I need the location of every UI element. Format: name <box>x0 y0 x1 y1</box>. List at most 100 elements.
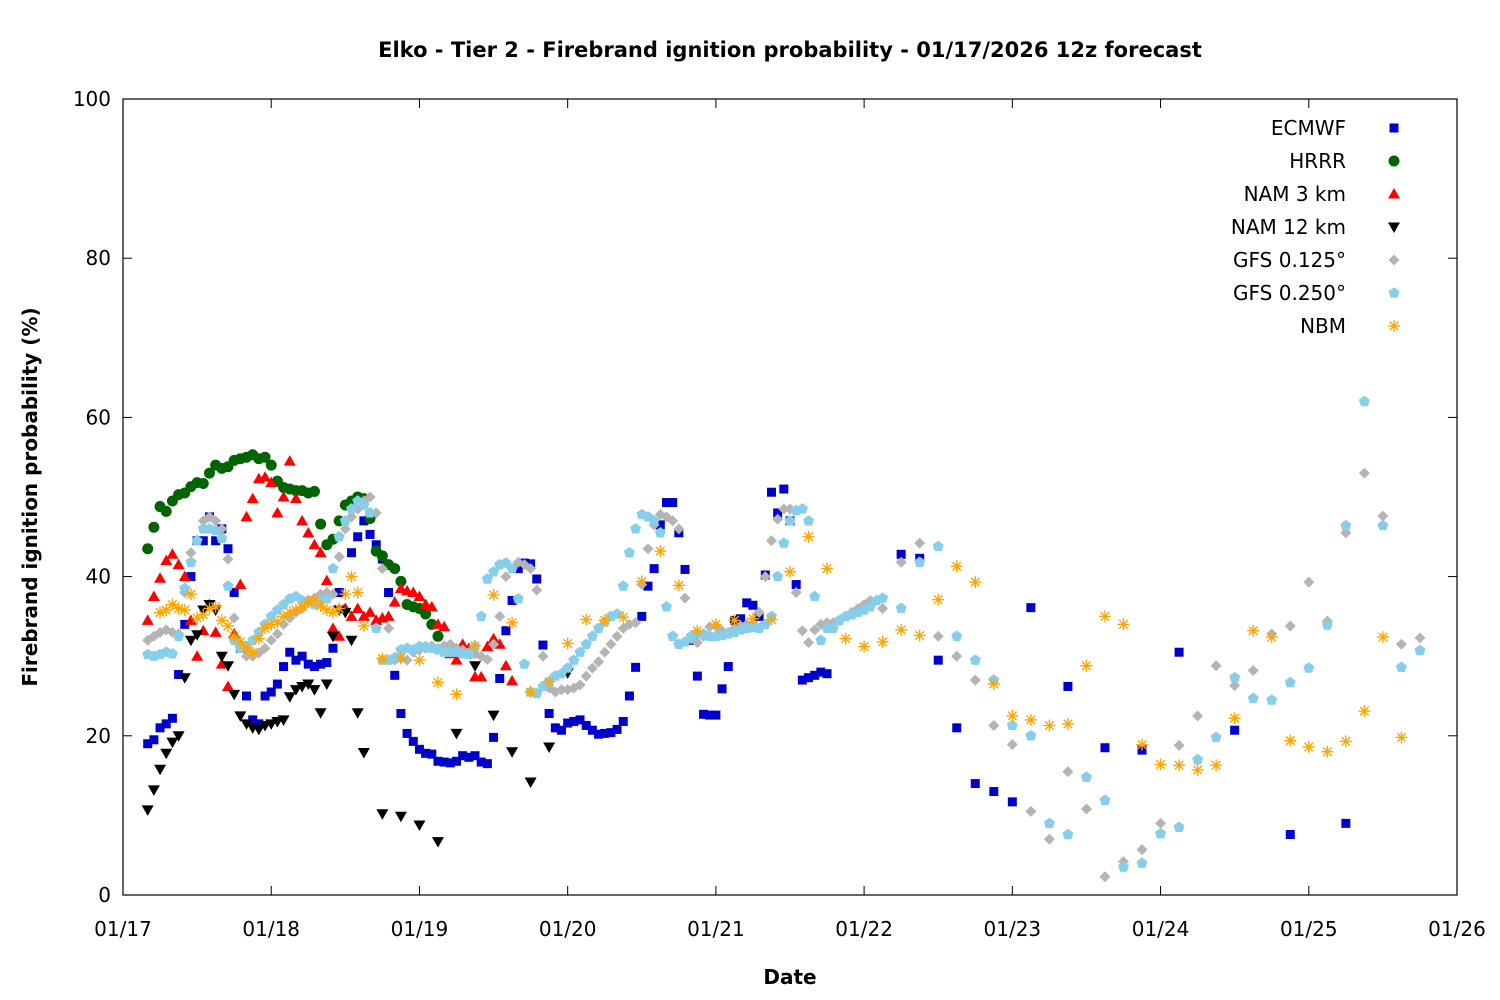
legend-item: GFS 0.125° <box>1233 248 1400 272</box>
data-point <box>357 619 370 632</box>
data-point <box>364 507 376 518</box>
data-point <box>166 648 178 659</box>
data-point <box>673 523 685 535</box>
data-point <box>376 550 388 562</box>
data-point <box>679 592 691 604</box>
data-point <box>506 616 519 629</box>
data-point <box>877 592 889 603</box>
data-point <box>1395 638 1407 650</box>
legend-marker <box>1388 188 1400 199</box>
data-point <box>439 757 449 767</box>
data-point <box>296 600 309 613</box>
y-tick-label: 0 <box>98 883 111 907</box>
data-point <box>569 716 579 726</box>
data-point <box>654 545 667 558</box>
legend-label: NBM <box>1300 314 1346 338</box>
data-point <box>172 731 185 742</box>
data-point <box>222 553 234 565</box>
data-point <box>568 654 580 665</box>
data-point <box>326 631 339 643</box>
data-point <box>1154 758 1167 771</box>
legend-label: HRRR <box>1289 149 1346 173</box>
legend-item: NBM <box>1300 314 1400 338</box>
data-point <box>821 562 834 575</box>
data-point <box>550 723 560 733</box>
data-point <box>895 623 908 636</box>
data-point <box>396 709 406 719</box>
data-point <box>784 515 796 526</box>
data-point <box>376 563 388 575</box>
data-point <box>1229 680 1241 692</box>
data-point <box>316 659 326 669</box>
data-point <box>178 570 191 582</box>
data-point <box>166 737 179 749</box>
data-point <box>772 513 784 525</box>
x-tick-label: 01/25 <box>1280 917 1338 941</box>
data-point <box>507 595 517 605</box>
data-point <box>649 564 659 574</box>
data-point <box>506 562 518 574</box>
data-point <box>394 651 407 664</box>
data-point <box>248 715 258 725</box>
data-point <box>142 543 154 555</box>
data-point <box>347 548 357 558</box>
data-point <box>746 612 759 625</box>
data-point <box>359 516 369 526</box>
data-point <box>389 563 401 575</box>
data-point <box>191 630 204 641</box>
data-point <box>302 679 315 691</box>
data-point <box>1026 603 1036 613</box>
data-point <box>586 662 598 674</box>
data-point <box>648 515 660 526</box>
data-point <box>487 710 500 722</box>
data-point <box>1098 610 1111 623</box>
data-point <box>711 710 721 720</box>
data-point <box>277 715 290 726</box>
data-point <box>421 748 431 758</box>
x-tick-label: 01/19 <box>391 917 449 941</box>
data-point <box>580 613 593 626</box>
data-point <box>506 747 519 758</box>
data-point <box>370 622 382 633</box>
data-point <box>271 506 284 518</box>
data-point <box>1358 395 1370 407</box>
data-point <box>259 622 272 635</box>
data-point <box>209 600 222 613</box>
data-point <box>351 602 364 613</box>
data-point <box>605 638 617 650</box>
data-point <box>1266 694 1278 705</box>
data-point <box>951 650 963 662</box>
legend-label: NAM 12 km <box>1231 215 1346 239</box>
data-point <box>297 651 307 661</box>
data-point <box>488 638 500 650</box>
data-point <box>254 719 264 729</box>
y-tick-label: 20 <box>86 724 111 748</box>
y-tick-label: 60 <box>86 405 111 429</box>
data-point <box>445 758 455 768</box>
data-point <box>402 728 412 738</box>
data-point <box>326 606 339 619</box>
data-point <box>877 602 889 614</box>
data-point <box>1247 624 1260 637</box>
data-point <box>408 736 418 746</box>
data-point <box>524 777 537 788</box>
data-point <box>1043 817 1055 829</box>
data-point <box>476 757 486 767</box>
data-point <box>593 656 605 668</box>
data-point <box>580 670 592 682</box>
data-point <box>203 467 215 479</box>
data-point <box>1265 631 1278 644</box>
data-point <box>532 574 542 584</box>
data-point <box>635 575 648 588</box>
data-point <box>339 588 352 601</box>
data-point <box>452 756 461 766</box>
data-point <box>184 635 197 647</box>
data-point <box>791 580 801 590</box>
data-point <box>561 637 574 650</box>
data-point <box>223 544 233 554</box>
data-point <box>594 729 604 739</box>
data-point <box>470 751 480 761</box>
legend-item: GFS 0.250° <box>1233 281 1400 305</box>
data-point <box>537 650 549 662</box>
y-tick-label: 100 <box>73 87 111 111</box>
